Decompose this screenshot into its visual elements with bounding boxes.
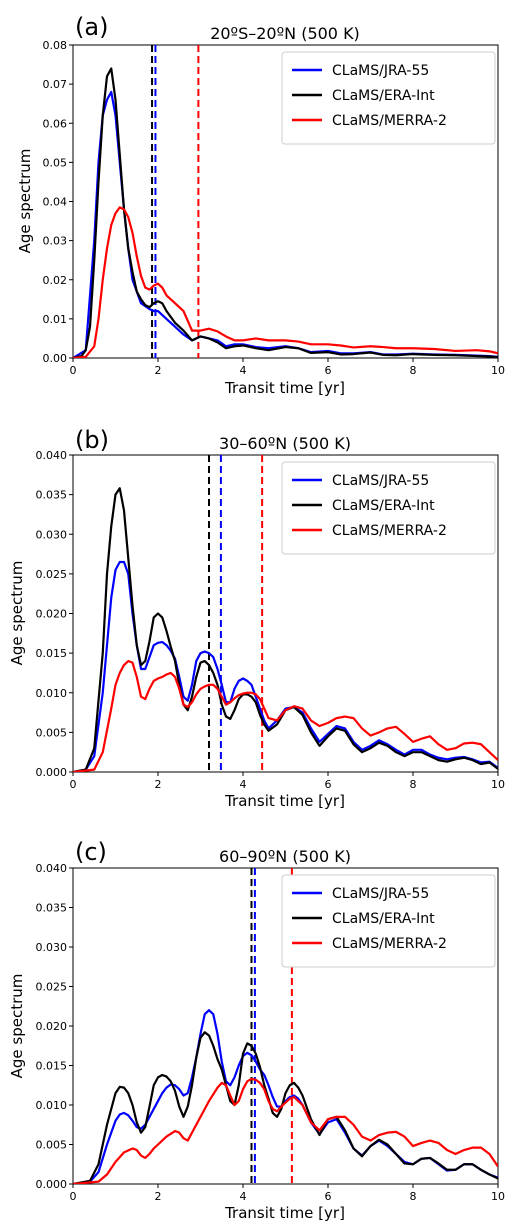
legend-box	[281, 874, 496, 968]
y-tick-label: 0.010	[36, 1099, 68, 1112]
x-axis-label-b: Transit time [yr]	[224, 792, 345, 810]
x-tick-label: 4	[240, 1190, 247, 1203]
panel-letter-a: (a)	[75, 13, 108, 41]
y-tick-label: 0.035	[36, 902, 68, 915]
x-tick-label: 4	[240, 778, 247, 791]
legend-label: CLaMS/MERRA-2	[332, 113, 447, 129]
series-line-clams-era-int	[73, 1031, 498, 1184]
y-tick-label: 0.025	[36, 568, 68, 581]
legend-label: CLaMS/JRA-55	[332, 886, 429, 902]
x-tick-label: 10	[491, 778, 505, 791]
y-tick-label: 0.005	[36, 726, 68, 739]
y-tick-label: 0.08	[43, 39, 68, 52]
y-tick-label: 0.07	[43, 78, 68, 91]
x-tick-label: 10	[491, 364, 505, 377]
y-tick-label: 0.015	[36, 647, 68, 660]
x-tick-label: 2	[155, 1190, 162, 1203]
x-tick-label: 6	[325, 778, 332, 791]
y-tick-label: 0.025	[36, 981, 68, 994]
panel-title-a: 20ºS–20ºN (500 K)	[210, 24, 360, 43]
legend-box	[281, 461, 496, 555]
y-tick-label: 0.005	[36, 1139, 68, 1152]
y-tick-label: 0.05	[43, 156, 68, 169]
x-axis-label-a: Transit time [yr]	[224, 379, 345, 397]
series-line-clams-merra-2	[73, 659, 498, 772]
legend-label: CLaMS/ERA-Int	[332, 88, 435, 104]
y-tick-label: 0.030	[36, 941, 68, 954]
x-tick-label: 0	[70, 364, 77, 377]
series-lines	[73, 868, 498, 1184]
x-tick-label: 2	[155, 364, 162, 377]
y-axis-label-c: Age spectrum	[8, 974, 26, 1079]
x-tick-label: 0	[70, 1190, 77, 1203]
y-tick-label: 0.03	[43, 235, 68, 248]
legend-label: CLaMS/MERRA-2	[332, 936, 447, 952]
panel-b: (b) 30–60ºN (500 K) 0 2 4 6 8 10 0.000 0.005 0.0…	[8, 426, 505, 810]
series-line-clams-jra-55	[73, 560, 498, 772]
y-tick-label: 0.040	[36, 862, 68, 875]
x-tick-label: 0	[70, 778, 77, 791]
plot-b: 0 2 4 6 8 10 0.000 0.005 0.010 0.015 0.020 0.025 0.0…	[36, 449, 506, 791]
x-tick-label: 10	[491, 1190, 505, 1203]
y-axis-label-b: Age spectrum	[8, 561, 26, 666]
panel-letter-b: (b)	[75, 426, 109, 454]
legend-label: CLaMS/ERA-Int	[332, 498, 435, 514]
y-tick-label: 0.01	[43, 313, 68, 326]
y-tick-label: 0.020	[36, 608, 68, 621]
series-line-clams-merra-2	[73, 1077, 498, 1184]
legend-label: CLaMS/ERA-Int	[332, 911, 435, 927]
x-tick-label: 8	[410, 778, 417, 791]
x-tick-label: 8	[410, 1190, 417, 1203]
y-tick-label: 0.000	[36, 1178, 68, 1191]
legend-box	[281, 51, 496, 145]
legend-label: CLaMS/JRA-55	[332, 473, 429, 489]
series-lines	[73, 455, 498, 772]
y-tick-label: 0.00	[43, 352, 68, 365]
y-tick-label: 0.020	[36, 1020, 68, 1033]
y-tick-label: 0.030	[36, 528, 68, 541]
y-tick-label: 0.010	[36, 687, 68, 700]
plot-c: 0 2 4 6 8 10 0.000 0.005 0.010 0.015 0.020 0.025 0.0…	[36, 862, 506, 1203]
y-tick-label: 0.015	[36, 1060, 68, 1073]
x-tick-label: 8	[410, 364, 417, 377]
y-tick-label: 0.04	[43, 196, 68, 209]
legend-label: CLaMS/MERRA-2	[332, 523, 447, 539]
series-line-clams-era-int	[73, 487, 498, 772]
panel-c: (c) 60–90ºN (500 K) 0 2 4 6 8 10 0.000 0.005 0.0…	[8, 838, 505, 1222]
x-tick-label: 6	[325, 1190, 332, 1203]
x-axis-label-c: Transit time [yr]	[224, 1204, 345, 1222]
y-axis-label-a: Age spectrum	[16, 149, 34, 254]
panel-title-b: 30–60ºN (500 K)	[219, 434, 351, 453]
y-tick-label: 0.035	[36, 489, 68, 502]
y-tick-label: 0.06	[43, 117, 68, 130]
panel-letter-c: (c)	[75, 838, 107, 866]
y-tick-label: 0.02	[43, 274, 68, 287]
y-tick-label: 0.040	[36, 449, 68, 462]
panel-a: (a) 20ºS–20ºN (500 K) 0 2 4 6 8 10 0.00 0.01 0.0…	[16, 13, 505, 397]
series-line-clams-era-int	[73, 67, 498, 358]
x-tick-label: 2	[155, 778, 162, 791]
x-tick-label: 6	[325, 364, 332, 377]
panel-title-c: 60–90ºN (500 K)	[219, 847, 351, 866]
series-line-clams-merra-2	[73, 206, 498, 358]
x-tick-label: 4	[240, 364, 247, 377]
plot-a: 0 2 4 6 8 10 0.00 0.01 0.02 0.03 0.04 0.05 0.06 0.07 0…	[43, 39, 506, 377]
y-tick-label: 0.000	[36, 766, 68, 779]
legend-label: CLaMS/JRA-55	[332, 63, 429, 79]
series-lines	[73, 45, 498, 358]
